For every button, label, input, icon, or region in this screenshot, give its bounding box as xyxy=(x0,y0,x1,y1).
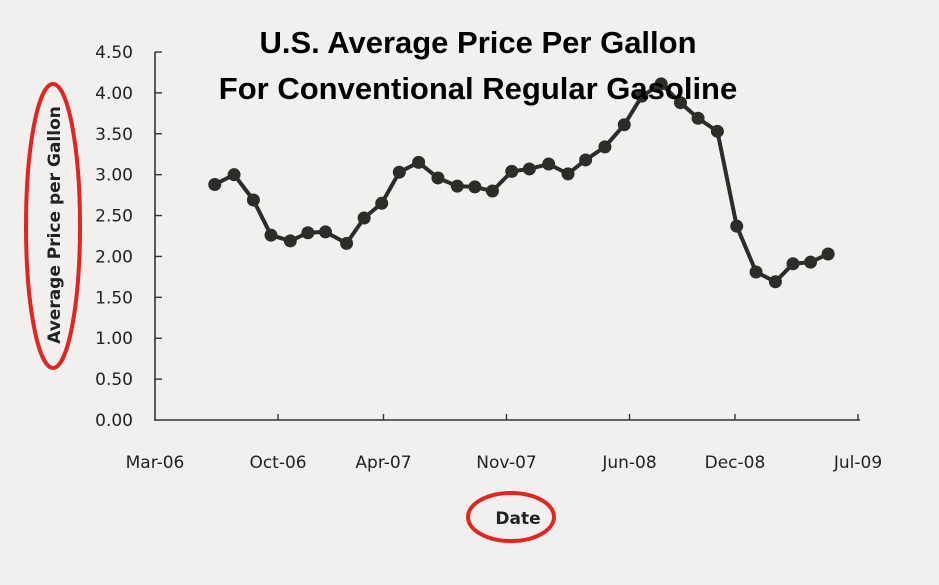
data-point xyxy=(468,180,482,194)
data-point xyxy=(635,89,649,103)
data-point xyxy=(485,184,499,198)
series-line xyxy=(213,81,829,284)
y-axis-label-highlight xyxy=(24,82,82,370)
data-point xyxy=(357,211,371,225)
series xyxy=(208,77,835,289)
data-point xyxy=(542,157,556,171)
y-tick-label: 0.50 xyxy=(95,370,133,390)
chart-title-line-2: For Conventional Regular Gasoline xyxy=(219,71,737,106)
data-point xyxy=(264,228,278,242)
x-tick-label: Mar-06 xyxy=(126,453,185,473)
x-ticks: Mar-06 Oct-06 Apr-07 Nov-07 Jun-08 Dec-08 Jul-… xyxy=(126,414,882,473)
y-axis-label: Average Price per Gallon xyxy=(45,106,65,344)
data-point xyxy=(749,265,763,279)
y-tick-label: 0.00 xyxy=(95,411,133,431)
data-point xyxy=(786,257,800,271)
data-point xyxy=(283,234,297,248)
y-tick-label: 1.00 xyxy=(95,329,133,349)
data-point xyxy=(598,140,612,154)
data-point xyxy=(318,225,332,239)
data-point xyxy=(673,96,687,110)
data-point xyxy=(730,219,744,233)
data-point xyxy=(412,155,426,169)
data-point xyxy=(340,236,354,250)
data-point xyxy=(522,162,536,176)
x-tick-label: Jun-08 xyxy=(601,453,656,473)
data-point xyxy=(768,275,782,289)
y-tick-label: 3.50 xyxy=(95,125,133,145)
data-point xyxy=(654,77,668,91)
data-point xyxy=(804,255,818,269)
y-tick-label: 1.50 xyxy=(95,288,133,308)
data-point xyxy=(431,171,445,185)
x-tick-label: Apr-07 xyxy=(355,453,411,473)
data-point xyxy=(505,164,519,178)
data-point xyxy=(450,179,464,193)
x-tick-label: Jul-09 xyxy=(833,453,882,473)
chart-title-line-1: U.S. Average Price Per Gallon xyxy=(259,25,696,60)
data-point xyxy=(301,226,315,240)
x-tick-label: Oct-06 xyxy=(249,453,306,473)
data-point xyxy=(227,168,241,182)
y-tick-label: 2.00 xyxy=(95,247,133,267)
data-point xyxy=(246,193,260,207)
data-point xyxy=(617,118,631,132)
chart-title: U.S. Average Price Per Gallon For Conven… xyxy=(219,25,737,106)
data-point xyxy=(821,247,835,261)
data-point xyxy=(579,153,593,167)
y-tick-label: 3.00 xyxy=(95,166,133,186)
y-tick-label: 4.50 xyxy=(95,43,133,63)
x-tick-label: Dec-08 xyxy=(705,453,766,473)
x-axis-label: Date xyxy=(495,509,540,529)
axes xyxy=(154,52,860,421)
y-ticks: 0.00 0.50 1.00 1.50 2.00 2.50 3.00 3.50 4.00 4.50 xyxy=(95,43,162,431)
y-tick-label: 2.50 xyxy=(95,207,133,227)
data-point xyxy=(691,111,705,125)
x-axis-label-highlight xyxy=(466,491,556,543)
data-point xyxy=(375,196,389,210)
x-tick-label: Nov-07 xyxy=(476,453,537,473)
data-point xyxy=(561,167,575,181)
data-point xyxy=(208,177,222,191)
data-point xyxy=(392,165,406,179)
y-tick-label: 4.00 xyxy=(95,84,133,104)
data-point xyxy=(710,124,724,138)
